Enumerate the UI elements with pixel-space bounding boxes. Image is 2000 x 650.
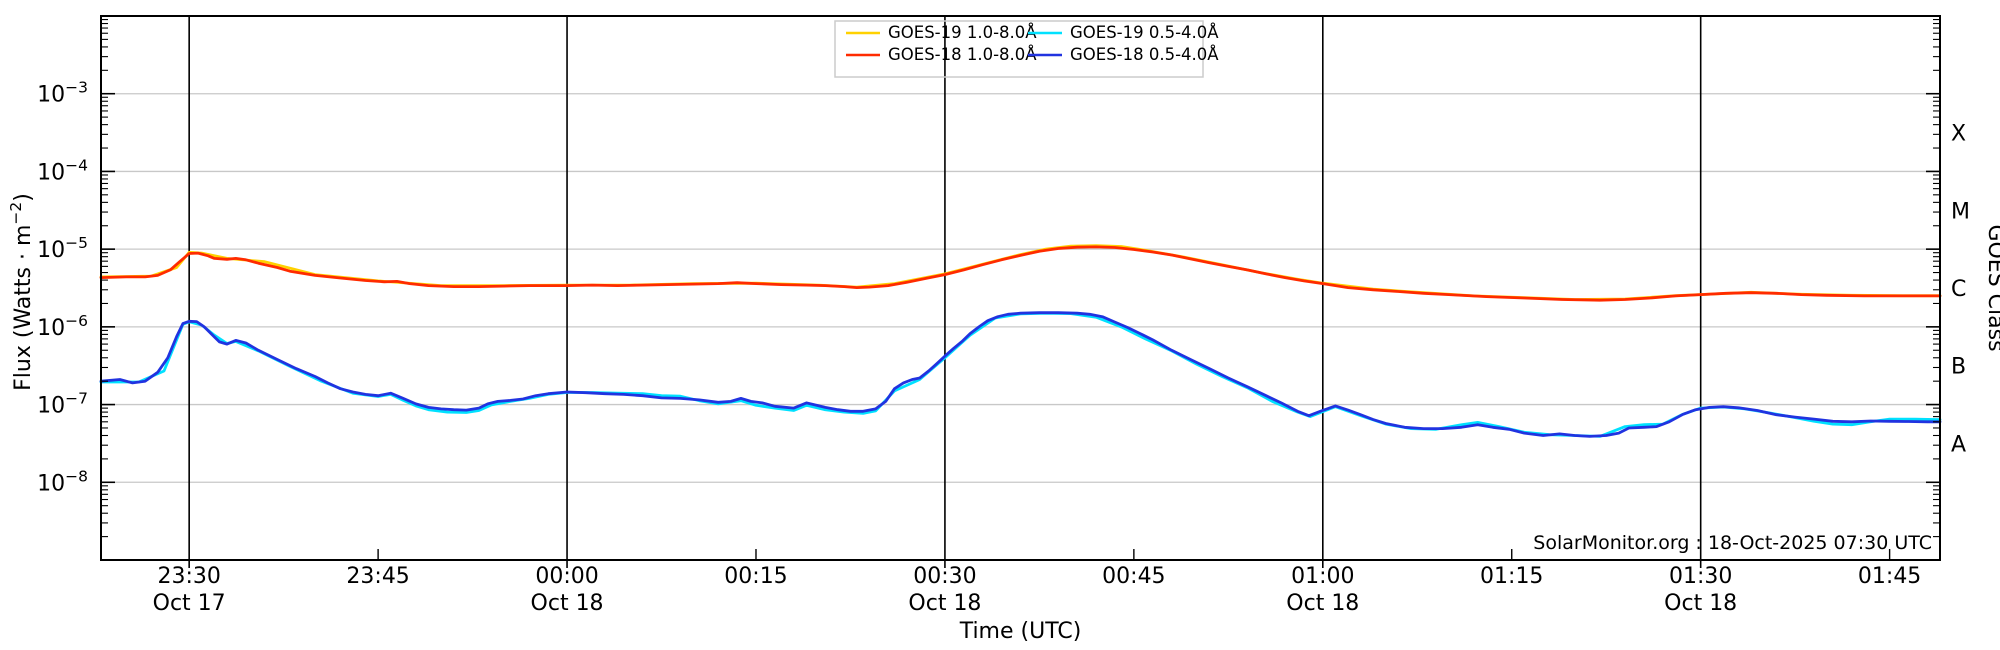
svg-text:00:30: 00:30 xyxy=(913,564,976,589)
svg-text:01:45: 01:45 xyxy=(1858,564,1921,589)
svg-text:23:45: 23:45 xyxy=(346,564,409,589)
legend-label-1: GOES-18 1.0-8.0Å xyxy=(888,45,1037,64)
legend-label-0: GOES-19 1.0-8.0Å xyxy=(888,23,1037,42)
svg-text:10−5: 10−5 xyxy=(37,234,88,263)
svg-text:01:00: 01:00 xyxy=(1291,564,1354,589)
svg-text:10−3: 10−3 xyxy=(37,79,88,108)
svg-text:A: A xyxy=(1951,432,1966,457)
svg-text:Oct 18: Oct 18 xyxy=(531,591,604,616)
svg-text:Oct 17: Oct 17 xyxy=(153,591,226,616)
svg-text:C: C xyxy=(1951,277,1966,302)
svg-text:10−7: 10−7 xyxy=(37,390,88,419)
series-1-line xyxy=(99,245,1942,302)
svg-text:10−4: 10−4 xyxy=(37,156,88,185)
svg-text:01:15: 01:15 xyxy=(1480,564,1543,589)
goes-class-labels: X M C B A xyxy=(1951,122,1970,458)
svg-text:Oct 18: Oct 18 xyxy=(1664,591,1737,616)
y-tick-labels: 10−3 10−4 10−5 10−6 10−7 10−8 xyxy=(37,79,88,497)
half-hour-gridlines xyxy=(188,16,1702,568)
svg-text:Oct 18: Oct 18 xyxy=(908,591,981,616)
y-ticks xyxy=(101,19,1940,538)
svg-text:10−8: 10−8 xyxy=(37,467,88,496)
series-2-line xyxy=(99,311,1942,438)
svg-text:X: X xyxy=(1951,122,1966,147)
svg-text:B: B xyxy=(1951,355,1966,380)
y-axis-title: Flux (Watts · m−2) xyxy=(7,193,36,391)
legend-label-3: GOES-18 0.5-4.0Å xyxy=(1070,45,1219,64)
right-axis-title: GOES Class xyxy=(1983,224,2000,351)
plot-border xyxy=(100,15,1941,561)
svg-text:00:15: 00:15 xyxy=(724,564,787,589)
watermark-text: SolarMonitor.org : 18-Oct-2025 07:30 UTC xyxy=(1533,532,1932,554)
series-3-line xyxy=(99,311,1942,438)
series-0-line xyxy=(99,244,1942,301)
x-axis-title: Time (UTC) xyxy=(959,619,1082,644)
legend: GOES-19 1.0-8.0Å GOES-18 1.0-8.0Å GOES-19 … xyxy=(834,20,1219,78)
legend-label-2: GOES-19 0.5-4.0Å xyxy=(1070,23,1219,42)
svg-text:01:30: 01:30 xyxy=(1669,564,1732,589)
legend-box xyxy=(834,20,1204,78)
svg-text:23:30: 23:30 xyxy=(157,564,220,589)
svg-text:M: M xyxy=(1951,199,1970,224)
svg-text:10−6: 10−6 xyxy=(37,312,88,341)
y-gridlines xyxy=(101,93,1940,483)
svg-text:00:00: 00:00 xyxy=(535,564,598,589)
svg-text:00:45: 00:45 xyxy=(1102,564,1165,589)
svg-text:Oct 18: Oct 18 xyxy=(1286,591,1359,616)
